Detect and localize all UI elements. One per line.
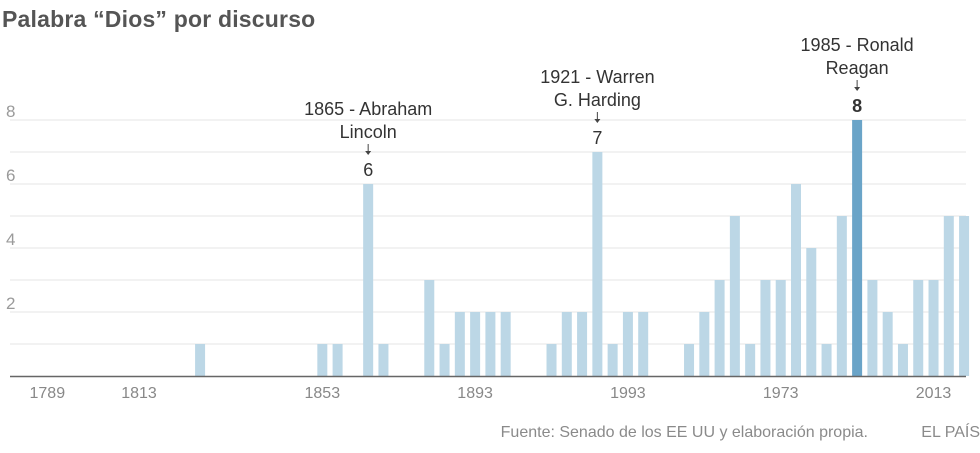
y-axis-ticks: 2 4 6 8 bbox=[6, 102, 15, 313]
bar bbox=[806, 248, 817, 376]
bar bbox=[363, 184, 374, 376]
annotations: 1865 - Abraham Lincoln 1921 - Warren G. Har… bbox=[304, 35, 914, 155]
annotation-arrowhead bbox=[854, 87, 861, 91]
chart-title: Palabra “Dios” por discurso bbox=[2, 6, 316, 32]
bar bbox=[943, 216, 954, 376]
bar bbox=[577, 312, 588, 376]
bar bbox=[622, 312, 633, 376]
x-tick-label: 1789 bbox=[30, 385, 66, 402]
annotation-text: Lincoln bbox=[340, 122, 397, 142]
bar bbox=[821, 344, 832, 376]
brand-logo: EL PAÍS bbox=[921, 424, 980, 441]
annotation-arrowhead bbox=[594, 119, 601, 123]
bar bbox=[195, 344, 206, 376]
annotation-text: 1985 - Ronald bbox=[801, 35, 914, 55]
bar bbox=[332, 344, 343, 376]
x-tick-label: 1973 bbox=[763, 385, 799, 402]
x-tick-label: 2013 bbox=[916, 385, 952, 402]
value-label: 8 bbox=[852, 96, 862, 116]
value-labels: 6 7 8 bbox=[363, 96, 862, 180]
bar bbox=[607, 344, 618, 376]
bar bbox=[928, 280, 939, 376]
bar bbox=[897, 344, 908, 376]
x-tick-label: 1893 bbox=[457, 385, 493, 402]
annotation-arrowhead bbox=[365, 151, 372, 155]
bar bbox=[745, 344, 756, 376]
annotation-text: Reagan bbox=[826, 58, 889, 78]
bar bbox=[775, 280, 786, 376]
annotation: 1921 - Warren G. Harding bbox=[540, 67, 655, 123]
bar bbox=[592, 152, 603, 376]
bar bbox=[317, 344, 328, 376]
x-tick-label: 1853 bbox=[305, 385, 341, 402]
bar bbox=[867, 280, 878, 376]
y-tick-label: 4 bbox=[6, 230, 15, 249]
gridlines bbox=[10, 119, 966, 345]
bar bbox=[699, 312, 710, 376]
source-note: Fuente: Senado de los EE UU y elaboració… bbox=[500, 424, 868, 441]
value-label: 6 bbox=[363, 160, 373, 180]
bar bbox=[500, 312, 511, 376]
bar bbox=[760, 280, 771, 376]
bar bbox=[561, 312, 572, 376]
bar bbox=[913, 280, 924, 376]
bar bbox=[485, 312, 496, 376]
bar bbox=[729, 216, 740, 376]
bar bbox=[454, 312, 465, 376]
bar bbox=[546, 344, 557, 376]
annotation-text: G. Harding bbox=[554, 90, 641, 110]
bar-highlight bbox=[852, 120, 863, 376]
bar bbox=[638, 312, 649, 376]
bar bbox=[882, 312, 893, 376]
y-tick-label: 8 bbox=[6, 102, 15, 121]
annotation-text: 1921 - Warren bbox=[540, 67, 654, 87]
value-label: 7 bbox=[592, 128, 602, 148]
bar bbox=[684, 344, 695, 376]
bar bbox=[714, 280, 725, 376]
annotation: 1865 - Abraham Lincoln bbox=[304, 99, 432, 155]
bar bbox=[424, 280, 435, 376]
bars bbox=[195, 120, 970, 376]
annotation: 1985 - Ronald Reagan bbox=[801, 35, 914, 91]
bar bbox=[378, 344, 389, 376]
bar bbox=[791, 184, 801, 376]
bar-chart: 2 4 6 8 1789 1813 1853 1893 1993 1973 2013 6 7 8 18… bbox=[6, 35, 970, 402]
annotation-text: 1865 - Abraham bbox=[304, 99, 432, 119]
y-tick-label: 6 bbox=[6, 166, 15, 185]
bar bbox=[959, 216, 970, 376]
bar bbox=[836, 216, 847, 376]
x-tick-label: 1813 bbox=[121, 385, 157, 402]
y-tick-label: 2 bbox=[6, 294, 15, 313]
bar bbox=[470, 312, 481, 376]
bar bbox=[439, 344, 450, 376]
x-axis-ticks: 1789 1813 1853 1893 1993 1973 2013 bbox=[30, 385, 952, 402]
x-tick-label: 1993 bbox=[610, 385, 646, 402]
